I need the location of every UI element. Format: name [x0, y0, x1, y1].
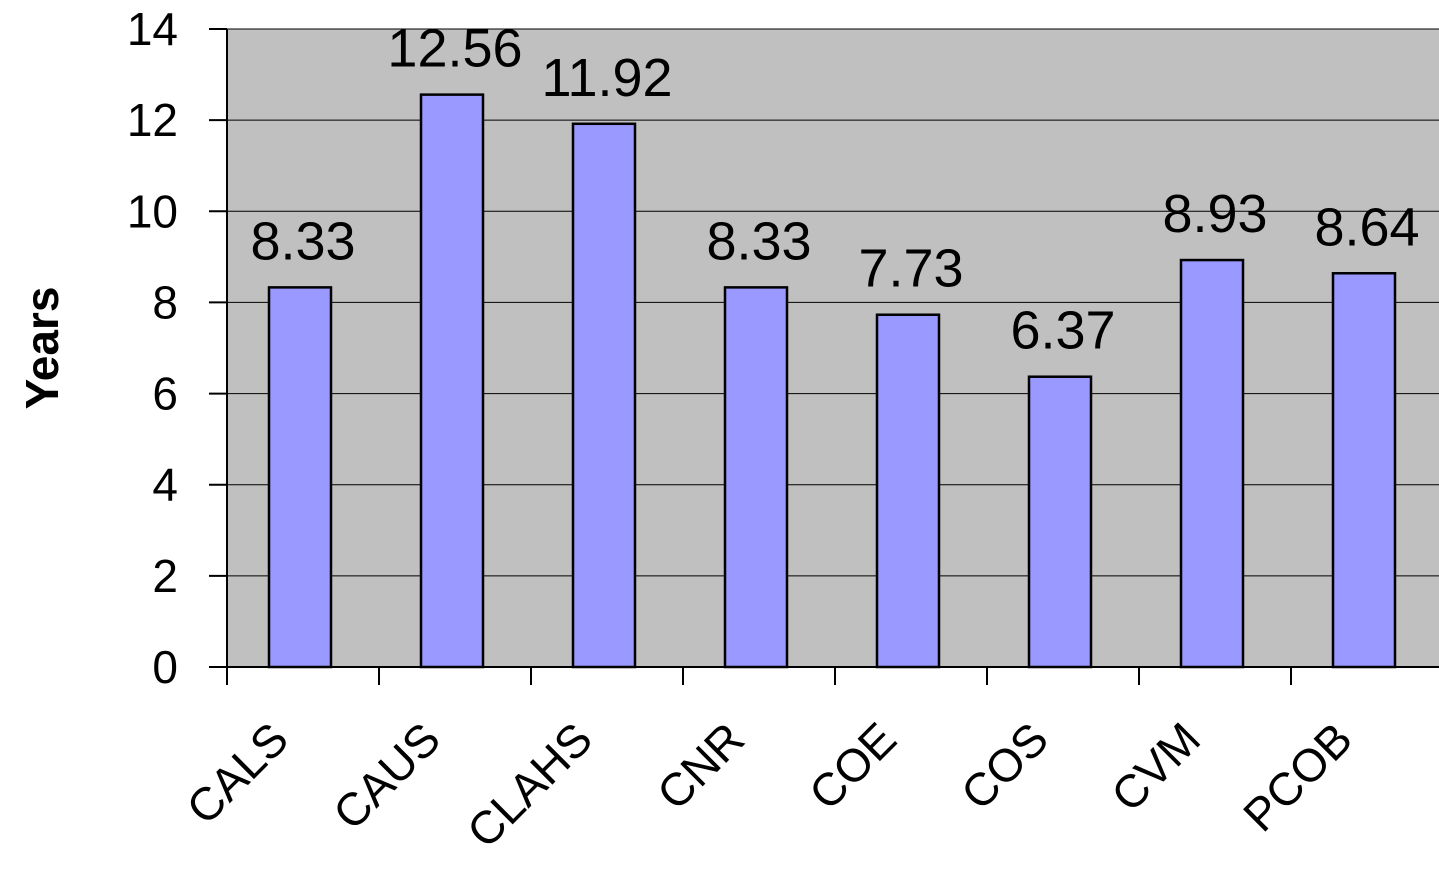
data-label: 8.64 [1314, 197, 1419, 257]
data-label: 6.37 [1010, 301, 1115, 361]
y-tick-label: 12 [127, 94, 178, 146]
bar-cnr [723, 286, 789, 669]
data-label: 8.33 [706, 211, 811, 271]
y-tick-label: 0 [152, 641, 178, 693]
y-tick-labels: 0 2 4 6 8 10 12 14 [127, 3, 178, 693]
x-tick-label: CAUS [323, 712, 450, 839]
plot-area [227, 29, 1439, 667]
x-tick-label: CALS [176, 712, 298, 834]
bar-cos [1027, 375, 1093, 669]
bar-clahs [571, 122, 637, 669]
bar-coe [875, 313, 941, 669]
x-tick-label: CLAHS [457, 712, 602, 857]
data-label: 8.33 [250, 211, 355, 271]
y-tick-label: 8 [152, 276, 178, 328]
bar-pcob [1331, 272, 1397, 669]
bar-cvm [1179, 258, 1245, 669]
y-tick-label: 10 [127, 185, 178, 237]
axes [209, 28, 1439, 685]
bar-cals [267, 286, 333, 669]
y-tick-label: 6 [152, 368, 178, 420]
data-label: 12.56 [387, 19, 522, 79]
x-tick-label: PCOB [1233, 712, 1362, 841]
x-tick-label: CVM [1101, 712, 1210, 821]
data-label: 8.93 [1162, 184, 1267, 244]
y-axis-title: Years [16, 287, 68, 410]
x-tick-labels: CALS CAUS CLAHS CNR COE COS CVM PCOB [176, 712, 1362, 857]
x-tick-label: COS [951, 712, 1058, 819]
data-label: 7.73 [858, 239, 963, 299]
x-tick-label: CNR [647, 712, 754, 819]
bar-caus [419, 93, 485, 669]
data-labels: 8.33 12.56 11.92 8.33 7.73 6.37 8.93 8.64 [250, 19, 1419, 361]
x-tick-label: COE [799, 712, 906, 819]
y-tick-label: 14 [127, 3, 178, 55]
y-tick-label: 2 [152, 550, 178, 602]
y-tick-label: 4 [152, 459, 178, 511]
bars [267, 93, 1397, 669]
data-label: 11.92 [541, 48, 672, 108]
